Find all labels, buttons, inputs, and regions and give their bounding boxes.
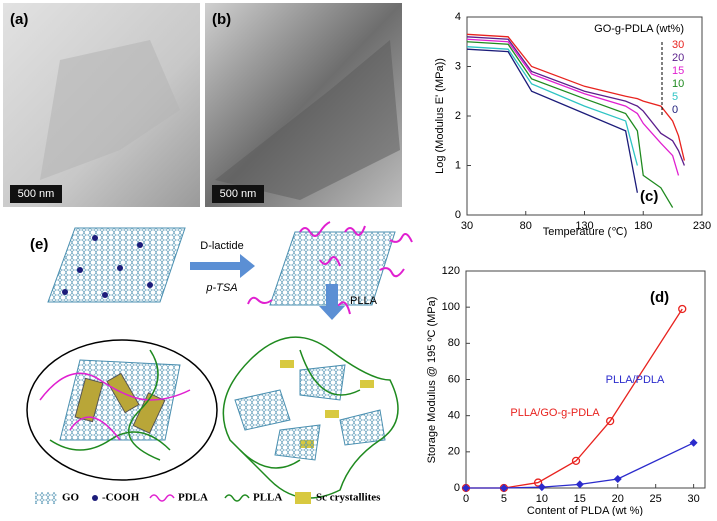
legend-title: GO-g-PDLA (wt%) bbox=[594, 23, 684, 35]
legend-sc bbox=[295, 492, 311, 504]
legend-label: -COOH bbox=[102, 492, 140, 504]
point bbox=[606, 416, 615, 426]
y-axis-label: Storage Modulus @ 195 ºC (MPa) bbox=[426, 297, 438, 464]
x-tick-label: 0 bbox=[463, 493, 469, 505]
legend-label: Sc crystallites bbox=[316, 492, 381, 504]
legend-plla bbox=[224, 494, 250, 502]
scale-bar: 500 nm bbox=[220, 188, 257, 200]
y-tick-label: 1 bbox=[455, 159, 461, 171]
point bbox=[575, 480, 584, 489]
legend-go bbox=[35, 492, 57, 504]
x-tick-label: 30 bbox=[687, 493, 699, 505]
go-sheet bbox=[47, 227, 186, 303]
chains bbox=[39, 349, 191, 461]
y-tick-label: 4 bbox=[455, 11, 461, 23]
x-tick-label: 15 bbox=[574, 493, 586, 505]
y-tick-label: 0 bbox=[454, 482, 460, 494]
legend-label: GO bbox=[62, 492, 80, 504]
y-tick-label: 60 bbox=[448, 373, 460, 385]
x-tick-label: 80 bbox=[520, 220, 532, 232]
x-tick-label: 130 bbox=[575, 220, 593, 232]
x-tick-label: 25 bbox=[650, 493, 662, 505]
legend-entry: 5 bbox=[672, 91, 678, 103]
legend-pdla bbox=[149, 494, 175, 502]
y-tick-label: 80 bbox=[448, 337, 460, 349]
series-line bbox=[466, 308, 683, 489]
legend-cooh bbox=[92, 495, 98, 501]
annotation: PLLA/GO-g-PDLA bbox=[510, 407, 600, 419]
arrow-label: PLLA bbox=[350, 295, 378, 307]
series-line bbox=[466, 48, 639, 193]
series-line bbox=[466, 38, 680, 176]
legend-entry: 30 bbox=[672, 39, 684, 51]
panel-label: (b) bbox=[212, 11, 231, 28]
go-flakes bbox=[234, 364, 386, 461]
y-tick-label: 100 bbox=[442, 301, 460, 313]
series-line bbox=[466, 36, 685, 166]
point bbox=[499, 484, 508, 492]
legend-entry: 20 bbox=[672, 52, 684, 64]
y-tick-label: 3 bbox=[455, 60, 461, 72]
arrow bbox=[319, 284, 345, 320]
point bbox=[689, 438, 698, 447]
x-axis-label: Content of PLDA (wt %) bbox=[527, 505, 643, 516]
x-tick-label: 20 bbox=[612, 493, 624, 505]
panel-label: (a) bbox=[10, 11, 28, 28]
arrow-label: p-TSA bbox=[205, 282, 237, 294]
panel-label: (e) bbox=[30, 236, 48, 253]
x-tick-label: 5 bbox=[501, 493, 507, 505]
legend-label: PDLA bbox=[178, 492, 208, 504]
point bbox=[571, 456, 581, 466]
x-tick-label: 230 bbox=[693, 220, 711, 232]
legend-entry: 10 bbox=[672, 78, 684, 90]
x-tick-label: 10 bbox=[536, 493, 548, 505]
sheet bbox=[215, 40, 400, 200]
cooh-dots bbox=[62, 235, 153, 298]
scale-bar-bg bbox=[10, 185, 62, 203]
series-line bbox=[466, 33, 686, 161]
sheet bbox=[40, 40, 180, 180]
panel-label: (d) bbox=[650, 289, 669, 306]
scale-bar-bg bbox=[212, 185, 264, 203]
annotation: PLLA/PDLA bbox=[606, 374, 665, 386]
point bbox=[613, 474, 622, 483]
point bbox=[533, 478, 543, 487]
series-line bbox=[466, 46, 639, 166]
legend-entry: 15 bbox=[672, 65, 684, 77]
y-tick-label: 40 bbox=[448, 410, 460, 422]
x-axis-label: Temperature (℃) bbox=[543, 226, 628, 238]
arrow bbox=[190, 254, 255, 278]
arrow-label: D-lactide bbox=[200, 240, 243, 252]
y-tick-label: 20 bbox=[448, 446, 460, 458]
series-line bbox=[466, 41, 674, 208]
y-axis-label: Log (Modulus E' (MPa)) bbox=[434, 58, 446, 174]
legend-label: PLLA bbox=[253, 492, 282, 504]
x-tick-label: 180 bbox=[634, 220, 652, 232]
crystallites bbox=[74, 372, 166, 434]
y-tick-label: 0 bbox=[455, 209, 461, 221]
point bbox=[537, 483, 546, 492]
legend-entry: 0 bbox=[672, 104, 678, 116]
plot-frame bbox=[466, 16, 703, 216]
point bbox=[678, 304, 687, 314]
scale-bar: 500 nm bbox=[18, 188, 55, 200]
y-tick-label: 120 bbox=[442, 265, 460, 277]
point bbox=[462, 484, 470, 492]
series-line bbox=[466, 442, 694, 489]
plla-chains bbox=[222, 336, 399, 499]
x-tick-label: 30 bbox=[461, 220, 473, 232]
y-tick-label: 2 bbox=[455, 110, 461, 122]
panel-label: (c) bbox=[640, 188, 658, 205]
